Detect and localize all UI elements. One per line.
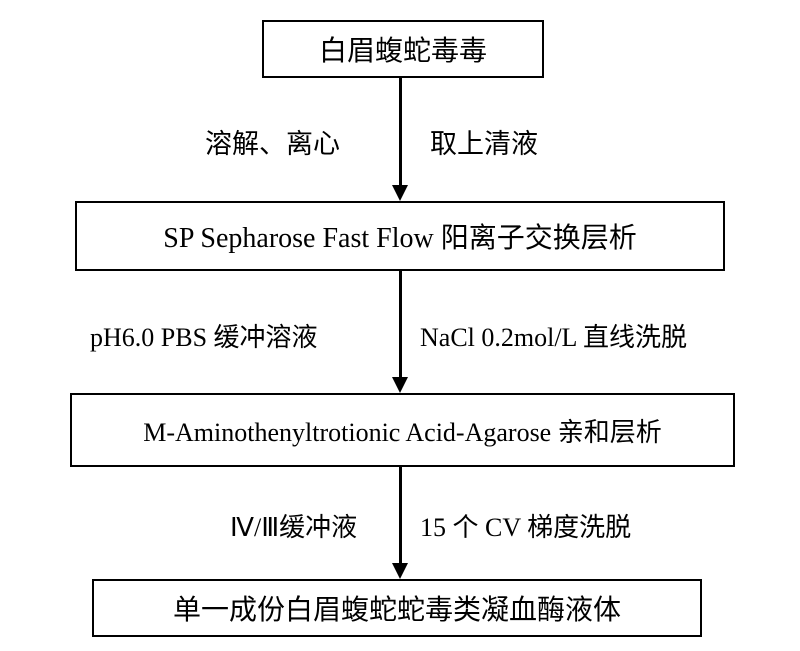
arrow-2-line [399, 271, 402, 378]
box-raw-venom-text: 白眉蝮蛇毒毒 [319, 29, 487, 69]
arrow-3-line [399, 467, 402, 564]
label-nacl-elution: NaCl 0.2mol/L 直线洗脱 [420, 317, 687, 354]
box-affinity-chromatography: M-Aminothenyltrotionic Acid-Agarose 亲和层析 [70, 393, 735, 467]
arrow-3-head [392, 563, 408, 579]
box-final-product: 单一成份白眉蝮蛇蛇毒类凝血酶液体 [92, 579, 702, 637]
box-sp-sepharose: SP Sepharose Fast Flow 阳离子交换层析 [75, 201, 725, 271]
box-affinity-chromatography-text: M-Aminothenyltrotionic Acid-Agarose 亲和层析 [143, 412, 661, 449]
label-pbs-buffer: pH6.0 PBS 缓冲溶液 [90, 317, 318, 354]
label-iv-iii-buffer: Ⅳ/Ⅲ缓冲液 [230, 507, 357, 544]
label-dissolve-centrifuge: 溶解、离心 [205, 122, 340, 161]
arrow-1-line [399, 78, 402, 186]
label-cv-gradient: 15 个 CV 梯度洗脱 [420, 507, 631, 544]
arrow-2-head [392, 377, 408, 393]
box-sp-sepharose-text: SP Sepharose Fast Flow 阳离子交换层析 [163, 216, 636, 256]
arrow-1-head [392, 185, 408, 201]
box-raw-venom: 白眉蝮蛇毒毒 [262, 20, 544, 78]
label-take-supernatant: 取上清液 [430, 122, 538, 161]
box-final-product-text: 单一成份白眉蝮蛇蛇毒类凝血酶液体 [173, 588, 621, 628]
